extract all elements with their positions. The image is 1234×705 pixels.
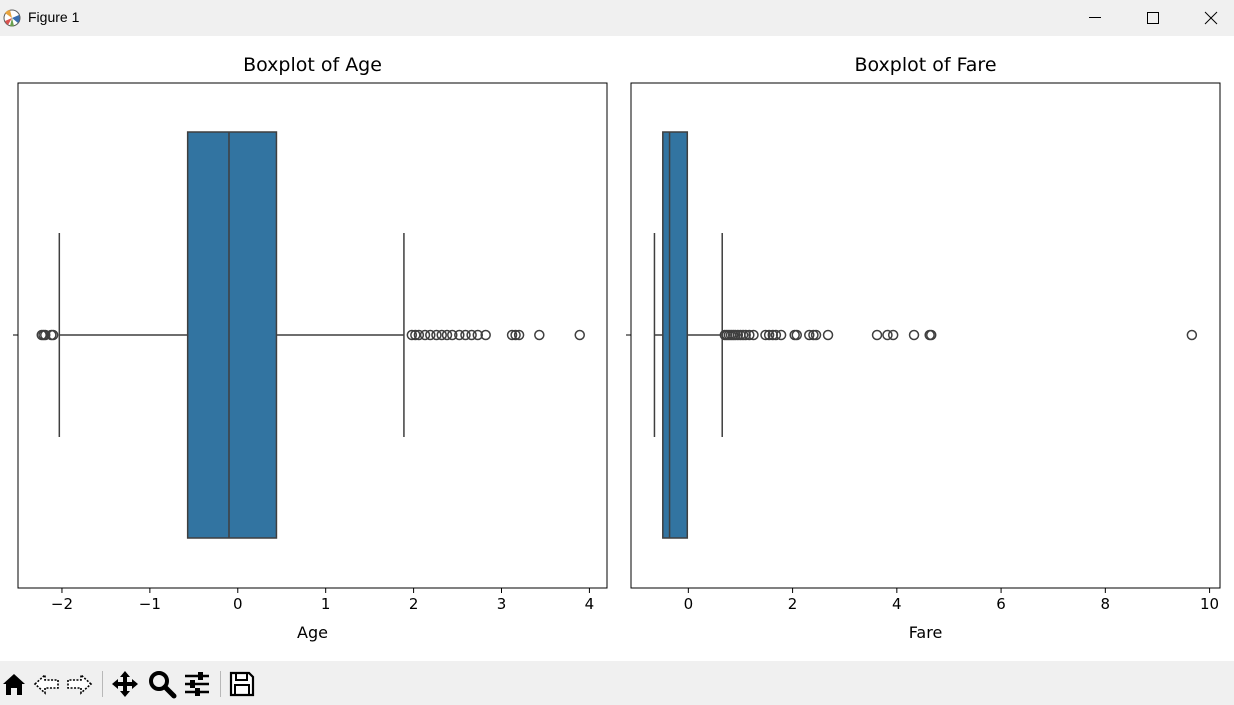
subplot-1-x-tick-label: 3: [497, 595, 507, 613]
subplot-1-outlier-point: [574, 329, 585, 341]
toolbar-separator: [220, 671, 221, 697]
save-button[interactable]: [227, 669, 257, 699]
subplot-2-outlier-point: [810, 329, 822, 341]
pan-move-icon: [112, 671, 138, 697]
zoom-button[interactable]: [147, 669, 177, 699]
subplot-2-x-tick-label: 2: [788, 595, 798, 613]
subplot-2-x-tick-label: 0: [684, 595, 694, 613]
subplot-1-iqr-box: [186, 131, 278, 539]
toolbar-separator: [102, 671, 103, 697]
subplot-2-outlier-point: [760, 329, 771, 341]
subplot-2-chart-title: Boxplot of Fare: [854, 54, 996, 76]
subplot-2-x-tick-label: 6: [996, 595, 1006, 613]
maximize-icon: [1147, 12, 1159, 24]
subplot-2-outlier-point: [887, 329, 899, 341]
subplot-1-outlier-point: [454, 329, 465, 341]
subplot-1-x-tick-label: 0: [233, 595, 243, 613]
subplot-2-x-tick-label: 4: [892, 595, 902, 613]
subplot-1-outlier-point: [441, 329, 453, 341]
forward-arrow-icon: [67, 673, 93, 695]
figure-canvas[interactable]: −2 −1 0 1 2 3 4 Boxplot of Age Age 0 2 4 6 8 10 Boxplot…: [0, 36, 1234, 661]
subplot-1-outlier-point: [406, 329, 418, 341]
subplot-1-outlier-point: [413, 329, 425, 341]
configure-subplots-icon: [185, 672, 209, 696]
configure-subplots-button[interactable]: [182, 669, 212, 699]
subplot-2-outlier-point: [744, 329, 755, 341]
subplot-1-outlier-point: [480, 329, 491, 341]
subplot-2-iqr-box: [662, 131, 689, 539]
title-bar: Figure 1: [0, 0, 1234, 36]
close-icon: [1204, 11, 1218, 25]
zoom-magnifier-icon: [149, 671, 177, 699]
subplot-1-outlier-point: [436, 329, 447, 341]
subplot-1-x-tick-label: 2: [409, 595, 419, 613]
subplot-1-outlier-point: [419, 329, 431, 341]
subplot-1-outlier-point: [425, 329, 436, 341]
back-button[interactable]: [32, 669, 62, 699]
subplot-1-outlier-point: [47, 329, 59, 341]
subplot-2-outlier-point: [925, 329, 937, 341]
minimize-button[interactable]: [1072, 0, 1118, 36]
subplot-1-outlier-point: [534, 329, 545, 341]
save-disk-icon: [229, 671, 255, 697]
matplotlib-icon: [2, 8, 22, 28]
close-button[interactable]: [1188, 0, 1234, 36]
subplot-1-outlier-point: [460, 329, 471, 341]
subplot-2-outlier-point: [822, 329, 834, 341]
minimize-icon: [1089, 17, 1101, 18]
maximize-button[interactable]: [1130, 0, 1176, 36]
subplot-1-x-tick-label: 4: [585, 595, 595, 613]
subplot-2-outlier-point: [791, 329, 803, 341]
subplot-1-x-tick-label: −1: [139, 595, 161, 613]
subplot-1-outlier-point: [506, 329, 518, 341]
subplot-1-outlier-point: [40, 329, 51, 341]
subplot-2-x-tick-label: 10: [1200, 595, 1219, 613]
subplot-2-outlier-point: [882, 329, 893, 341]
subplot-2-outlier-point: [770, 329, 782, 341]
subplot-1-outlier-point: [466, 329, 477, 341]
subplot-1-outlier-point: [510, 329, 521, 341]
subplot-2-outlier-point: [871, 329, 883, 341]
subplot-2-outlier-point: [763, 329, 775, 341]
home-button[interactable]: [0, 669, 30, 699]
pan-button[interactable]: [110, 669, 140, 699]
subplot-2-outlier-point: [804, 329, 815, 341]
back-arrow-icon: [33, 673, 59, 695]
subplot-2-x-axis-label: Fare: [909, 623, 943, 642]
subplot-1-outlier-point: [472, 329, 484, 341]
forward-button[interactable]: [64, 669, 94, 699]
navigation-toolbar: [0, 661, 1234, 705]
subplot-1-outlier-point: [447, 329, 458, 341]
home-icon: [3, 674, 25, 695]
subplot-2-outlier-point: [740, 329, 751, 341]
subplot-1-x-tick-label: 1: [321, 595, 331, 613]
subplot-1-outlier-point: [513, 329, 525, 341]
subplot-1-outlier-point: [431, 329, 442, 341]
window-title: Figure 1: [28, 9, 80, 25]
figure-svg: −2 −1 0 1 2 3 4 Boxplot of Age Age 0 2 4 6 8 10 Boxplot…: [13, 54, 1221, 642]
subplot-2-outlier-point: [748, 329, 759, 341]
subplot-1-x-axis-label: Age: [297, 623, 328, 642]
subplot-2-outlier-point: [908, 329, 920, 341]
subplot-2-outlier-point: [775, 329, 787, 341]
subplot-2-x-tick-label: 8: [1101, 595, 1111, 613]
subplot-1-x-tick-label: −2: [51, 595, 73, 613]
subplot-2-outlier-point: [1186, 329, 1198, 341]
subplot-1-chart-title: Boxplot of Age: [243, 54, 382, 76]
